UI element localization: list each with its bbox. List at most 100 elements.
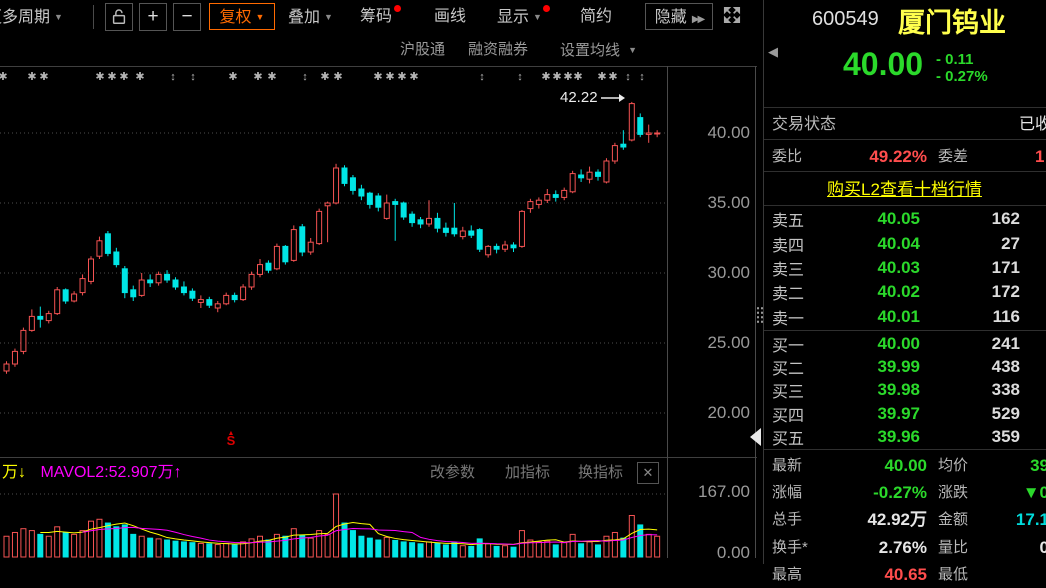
collapse-panel-arrow[interactable] xyxy=(750,428,761,446)
subnav-item-2[interactable]: 设置均线 ▼ xyxy=(560,42,638,59)
updown-marker-icon: ↕ xyxy=(639,71,645,83)
level-price: 40.05 xyxy=(877,209,920,229)
subnav-item-0[interactable]: 沪股通 xyxy=(400,41,446,58)
level-volume: 162 xyxy=(991,209,1020,229)
stat-row-3: 换手* 2.76% 量比 0 xyxy=(763,534,1046,561)
updown-marker-icon: ↕ xyxy=(479,71,485,83)
weibi-label: 委比 xyxy=(772,148,803,165)
fullscreen-button[interactable] xyxy=(722,5,742,31)
stat-row-0: 最新 40.00 均价 39 xyxy=(763,452,1046,479)
subnav-item-1[interactable]: 融资融券 xyxy=(468,41,529,58)
volume-chart xyxy=(0,490,667,558)
level-label: 买二 xyxy=(772,361,805,379)
back-arrow-icon[interactable]: ◀ xyxy=(768,44,778,59)
arrow-right-icon xyxy=(600,93,625,102)
change-percent: - 0.27% xyxy=(936,68,988,85)
vol-action-2[interactable]: 换指标 xyxy=(578,464,624,481)
hide-button[interactable]: 隐藏 ▶▶ xyxy=(645,3,713,30)
chevron-down-icon: ▼ xyxy=(628,45,638,55)
order-book-row-bid5[interactable]: 买五 39.96 359 xyxy=(763,426,1046,449)
weicha-label: 委差 xyxy=(938,148,969,165)
vol-action-1[interactable]: 加指标 xyxy=(505,464,551,481)
dividend-marker-icon: ✱ xyxy=(320,71,330,83)
dividend-marker-icon: ✱ xyxy=(373,71,383,83)
order-book-row-bid3[interactable]: 买三 39.98 338 xyxy=(763,379,1046,402)
stat-label: 换手* xyxy=(772,538,808,556)
stat-value: 0 xyxy=(1039,537,1046,557)
level-price: 39.99 xyxy=(877,357,920,377)
close-indicator-button[interactable]: ✕ xyxy=(637,462,659,484)
order-book-row-bid1[interactable]: 买一 40.00 241 xyxy=(763,332,1046,355)
stat-value: ▼0 xyxy=(1022,483,1046,503)
level-label: 买三 xyxy=(772,384,805,402)
level-volume: 27 xyxy=(1001,233,1020,253)
quote-panel-border xyxy=(763,0,764,564)
weibi-row: 委比 49.22% 委差 1 xyxy=(763,144,1046,170)
price-change: - 0.11 - 0.27% xyxy=(936,51,988,85)
chips-label: 筹码 xyxy=(360,8,393,25)
dividend-marker-icon: ✱ xyxy=(253,71,263,83)
l2-upgrade-link[interactable]: 购买L2查看十档行情 xyxy=(827,180,982,199)
stock-code: 600549 xyxy=(812,8,879,30)
order-book-row-ask5[interactable]: 卖一 40.01 116 xyxy=(763,305,1046,329)
expand-arrows-icon xyxy=(723,6,741,24)
level-label: 卖三 xyxy=(772,261,805,279)
display-dropdown[interactable]: 显示 ▼ xyxy=(497,4,550,30)
stat-label: 总手 xyxy=(772,511,803,529)
dividend-marker-icon: ✱ xyxy=(385,71,395,83)
triangle-up-icon: ▲ xyxy=(227,430,235,437)
overlay-dropdown[interactable]: 叠加 ▼ xyxy=(288,4,333,30)
period-label: 更多周期 xyxy=(0,9,51,26)
level-volume: 529 xyxy=(991,403,1020,423)
quote-panel: ◀ 600549 厦门钨业 40.00 - 0.11 - 0.27% 交易状态 … xyxy=(763,0,1046,584)
display-label: 显示 xyxy=(497,9,530,26)
order-book-row-ask3[interactable]: 卖三 40.03 171 xyxy=(763,256,1046,280)
level-volume: 359 xyxy=(991,427,1020,447)
event-s-marker: ▲ S xyxy=(224,430,238,447)
lock-button[interactable] xyxy=(105,3,133,31)
order-book-row-ask1[interactable]: 卖五 40.05 162 xyxy=(763,207,1046,231)
dividend-marker-icon: ✱ xyxy=(333,71,343,83)
fuquan-dropdown[interactable]: 复权 ▼ xyxy=(209,3,275,30)
level-volume: 241 xyxy=(991,333,1020,353)
order-book-row-bid4[interactable]: 买四 39.97 529 xyxy=(763,402,1046,425)
panel-drag-handle[interactable] xyxy=(756,306,764,324)
chevron-down-icon: ▼ xyxy=(255,12,265,22)
updown-marker-icon: ↕ xyxy=(517,71,523,83)
minus-icon: − xyxy=(181,6,193,27)
dividend-marker-icon: ✱ xyxy=(597,71,607,83)
dividend-marker-icon: ✱ xyxy=(27,71,37,83)
level-price: 39.96 xyxy=(877,427,920,447)
order-book-row-ask4[interactable]: 卖二 40.02 172 xyxy=(763,280,1046,304)
zoom-out-button[interactable]: − xyxy=(173,3,201,31)
period-dropdown[interactable]: 更多周期▼ xyxy=(0,4,63,30)
simple-mode-button[interactable]: 简约 xyxy=(580,4,612,30)
stat-label: 最高 xyxy=(772,565,803,583)
zoom-in-button[interactable]: + xyxy=(139,3,167,31)
chart-volume-divider xyxy=(0,457,757,458)
vol-action-0[interactable]: 改参数 xyxy=(430,464,476,481)
level-price: 40.04 xyxy=(877,233,920,253)
dividend-marker-icon: ✱ xyxy=(267,71,277,83)
axis-divider-left xyxy=(667,66,668,558)
chips-button[interactable]: 筹码 xyxy=(360,4,402,30)
axis-divider-right xyxy=(755,66,756,558)
dividend-marker-icon: ✱ xyxy=(95,71,105,83)
order-book-row-ask2[interactable]: 卖四 40.04 27 xyxy=(763,231,1046,255)
trading-status-row: 交易状态 已收 xyxy=(763,112,1046,138)
level-price: 40.01 xyxy=(877,306,920,326)
draw-label: 画线 xyxy=(434,8,467,25)
dividend-marker-icon: ✱ xyxy=(228,71,238,83)
stat-label: 金额 xyxy=(938,511,969,529)
status-value: 已收 xyxy=(1019,116,1046,133)
fuquan-label: 复权 xyxy=(219,9,252,26)
order-book-row-bid2[interactable]: 买二 39.99 438 xyxy=(763,355,1046,378)
draw-line-button[interactable]: 画线 xyxy=(434,4,466,30)
dividend-marker-icon: ✱ xyxy=(608,71,618,83)
price-axis-label: 35.00 xyxy=(707,193,750,212)
price-axis-label: 40.00 xyxy=(707,123,750,142)
level-volume: 438 xyxy=(991,357,1020,377)
dividend-marker-icon: ✱ xyxy=(39,71,49,83)
chevron-down-icon: ▼ xyxy=(54,12,63,22)
